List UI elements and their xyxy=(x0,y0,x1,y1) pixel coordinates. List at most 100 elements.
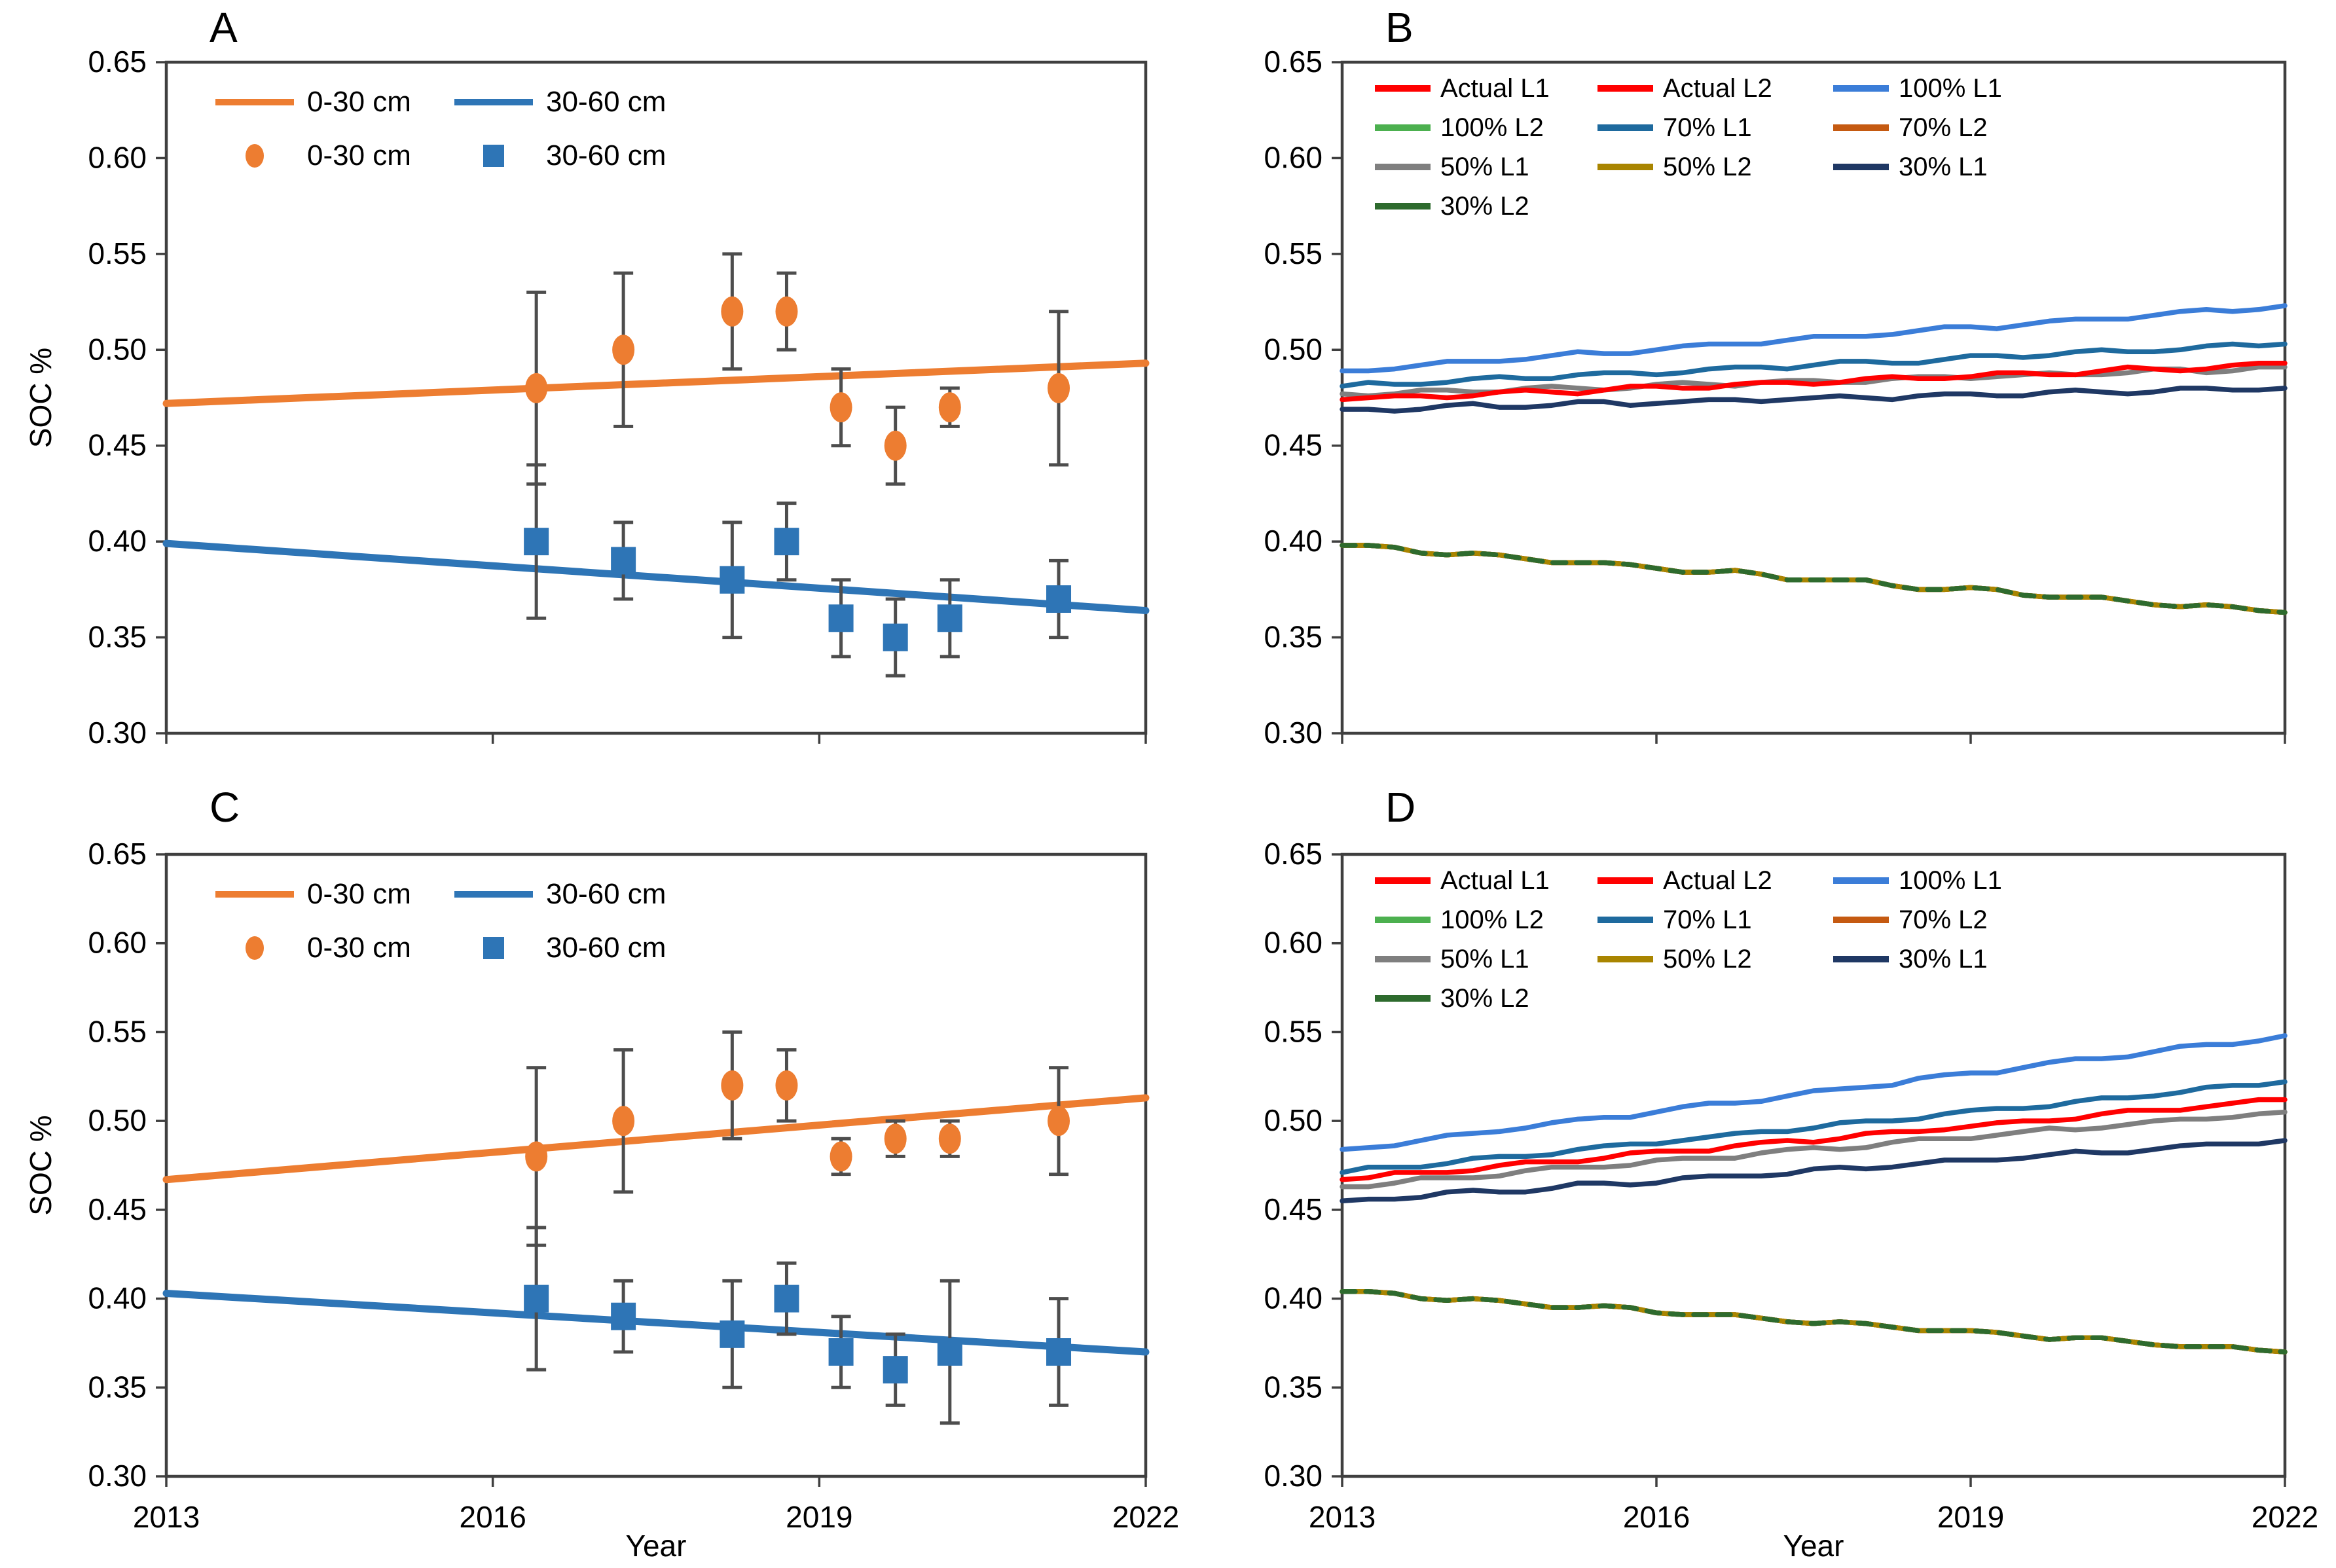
legend-label: 50% L1 xyxy=(1440,153,1529,181)
y-tick-label: 0.65 xyxy=(1264,837,1323,871)
y-tick-label: 0.40 xyxy=(88,524,147,558)
data-point xyxy=(612,335,635,365)
data-point xyxy=(1048,373,1070,403)
series-30-L2 xyxy=(1340,543,2288,615)
y-tick-label: 0.45 xyxy=(1264,1192,1323,1226)
data-point xyxy=(883,1356,908,1384)
panel-B: B 0.30 0.35 0.40 0.45 0.50 0.55 0.60 0.65 Actual … xyxy=(1264,4,2288,750)
legend-item-Actual-L1: Actual L1 xyxy=(1375,74,1550,103)
data-point xyxy=(611,547,636,575)
legend-label: 30-60 cm xyxy=(546,878,666,910)
x-tick-label: 2016 xyxy=(459,1500,526,1534)
legend: Actual L1 Actual L2 100% L1 100% L2 70% L1 70… xyxy=(1375,866,2002,1013)
legend-item-line-30-60-cm: 30-60 cm xyxy=(454,86,666,118)
legend: Actual L1 Actual L2 100% L1 100% L2 70% L1 70… xyxy=(1375,74,2002,221)
y-tick-label: 0.30 xyxy=(88,1459,147,1493)
series-0-30-cm-observed xyxy=(525,252,1070,486)
panel-letter: D xyxy=(1385,784,1415,831)
data-point xyxy=(883,623,908,651)
panel-A-container: A 0.30 0.35 0.40 0.45 0.50 0.55 0.60 0.65 SOC % 0-… xyxy=(0,0,1178,784)
legend-item-Actual-L2: Actual L2 xyxy=(1597,866,1772,895)
data-point xyxy=(830,1141,852,1172)
legend-item-70-L1: 70% L1 xyxy=(1597,905,1752,934)
legend-label: 50% L1 xyxy=(1440,945,1529,974)
y-tick-label: 0.60 xyxy=(1264,140,1323,174)
data-point xyxy=(828,604,854,632)
series-0-30-cm-trend xyxy=(162,1094,1150,1184)
panel-D: D 0.30 0.35 0.40 0.45 0.50 0.55 0.60 0.65 2013 201… xyxy=(1264,784,2318,1563)
legend-label: 0-30 cm xyxy=(307,932,411,964)
legend-label: 50% L2 xyxy=(1663,945,1752,974)
x-axis-title: Year xyxy=(626,1529,687,1563)
data-point xyxy=(937,1338,962,1366)
data-point xyxy=(937,604,962,632)
panel-C: C 0.30 0.35 0.40 0.45 0.50 0.55 0.60 0.65 2013 201… xyxy=(24,784,1178,1563)
legend-label: 100% L2 xyxy=(1440,113,1544,142)
legend-label: 30-60 cm xyxy=(546,86,666,118)
y-tick-label: 0.45 xyxy=(88,428,147,462)
legend-item-70-L1: 70% L1 xyxy=(1597,113,1752,142)
y-tick-label: 0.35 xyxy=(1264,620,1323,654)
y-tick-label: 0.30 xyxy=(1264,1459,1323,1493)
y-axis-title: SOC % xyxy=(24,1115,58,1215)
data-point xyxy=(525,373,548,403)
y-tick-label: 0.50 xyxy=(88,1103,147,1137)
legend-item-70-L2: 70% L2 xyxy=(1833,905,1988,934)
y-tick-label: 0.50 xyxy=(1264,332,1323,366)
y-tick-label: 0.60 xyxy=(1264,926,1323,960)
y-tick-label: 0.30 xyxy=(88,716,147,750)
legend-label: Actual L1 xyxy=(1440,74,1550,103)
data-point xyxy=(775,1070,798,1101)
series-30-60-cm-observed xyxy=(524,1226,1072,1425)
series-100-L1 xyxy=(1340,1033,2288,1152)
axes: 0.30 0.35 0.40 0.45 0.50 0.55 0.60 0.65 xyxy=(1264,45,2286,750)
legend-item-50-L1: 50% L1 xyxy=(1375,945,1529,974)
legend-item-marker-30-60-cm: 30-60 cm xyxy=(483,932,666,964)
legend-item-100-L2: 100% L2 xyxy=(1375,113,1544,142)
legend-label: 30-60 cm xyxy=(546,932,666,964)
legend-item-Actual-L2: Actual L2 xyxy=(1597,74,1772,103)
data-point xyxy=(721,1070,744,1101)
legend-item-30-L2: 30% L2 xyxy=(1375,192,1529,221)
x-axis-title: Year xyxy=(1783,1529,1844,1563)
data-point xyxy=(828,1338,854,1366)
data-point xyxy=(612,1106,635,1137)
legend-item-30-L2: 30% L2 xyxy=(1375,984,1529,1013)
legend-label: Actual L2 xyxy=(1663,74,1772,103)
legend-label: 0-30 cm xyxy=(307,878,411,910)
panel-C-container: C 0.30 0.35 0.40 0.45 0.50 0.55 0.60 0.65 2013 201… xyxy=(0,784,1178,1568)
data-point xyxy=(938,1123,961,1154)
legend-label: Actual L2 xyxy=(1663,866,1772,895)
legend-item-line-0-30-cm: 0-30 cm xyxy=(215,878,411,910)
legend-label: 0-30 cm xyxy=(307,139,411,172)
series-30-L1 xyxy=(1340,386,2288,414)
legend-item-marker-0-30-cm: 0-30 cm xyxy=(246,139,411,172)
y-tick-label: 0.65 xyxy=(88,45,147,79)
legend-item-50-L2: 50% L2 xyxy=(1597,153,1752,181)
y-tick-label: 0.60 xyxy=(88,140,147,174)
legend-item-50-L2: 50% L2 xyxy=(1597,945,1752,974)
data-point xyxy=(938,392,961,423)
series-0-30-cm-observed xyxy=(525,1030,1070,1247)
y-tick-label: 0.55 xyxy=(1264,1014,1323,1048)
series-30-L2 xyxy=(1340,1288,2288,1355)
data-point xyxy=(884,430,907,461)
legend-label: 70% L2 xyxy=(1899,905,1988,934)
legend-label: 100% L2 xyxy=(1440,905,1544,934)
y-tick-label: 0.65 xyxy=(1264,45,1323,79)
y-tick-label: 0.40 xyxy=(1264,1281,1323,1315)
data-point xyxy=(774,528,799,556)
y-tick-label: 0.65 xyxy=(88,837,147,871)
panel-letter: C xyxy=(210,784,240,831)
data-point xyxy=(611,1302,636,1330)
y-tick-label: 0.50 xyxy=(88,332,147,366)
legend-label: 100% L1 xyxy=(1899,74,2002,103)
y-tick-label: 0.40 xyxy=(1264,524,1323,558)
x-tick-label: 2013 xyxy=(1309,1500,1376,1534)
x-tick-label: 2019 xyxy=(1937,1500,2004,1534)
legend-item-30-L1: 30% L1 xyxy=(1833,945,1988,974)
panel-A-chart: A 0.30 0.35 0.40 0.45 0.50 0.55 0.60 0.65 SOC % 0-… xyxy=(24,4,1150,750)
panel-D-chart: D 0.30 0.35 0.40 0.45 0.50 0.55 0.60 0.65 2013 201… xyxy=(1264,784,2318,1563)
legend-item-50-L1: 50% L1 xyxy=(1375,153,1529,181)
